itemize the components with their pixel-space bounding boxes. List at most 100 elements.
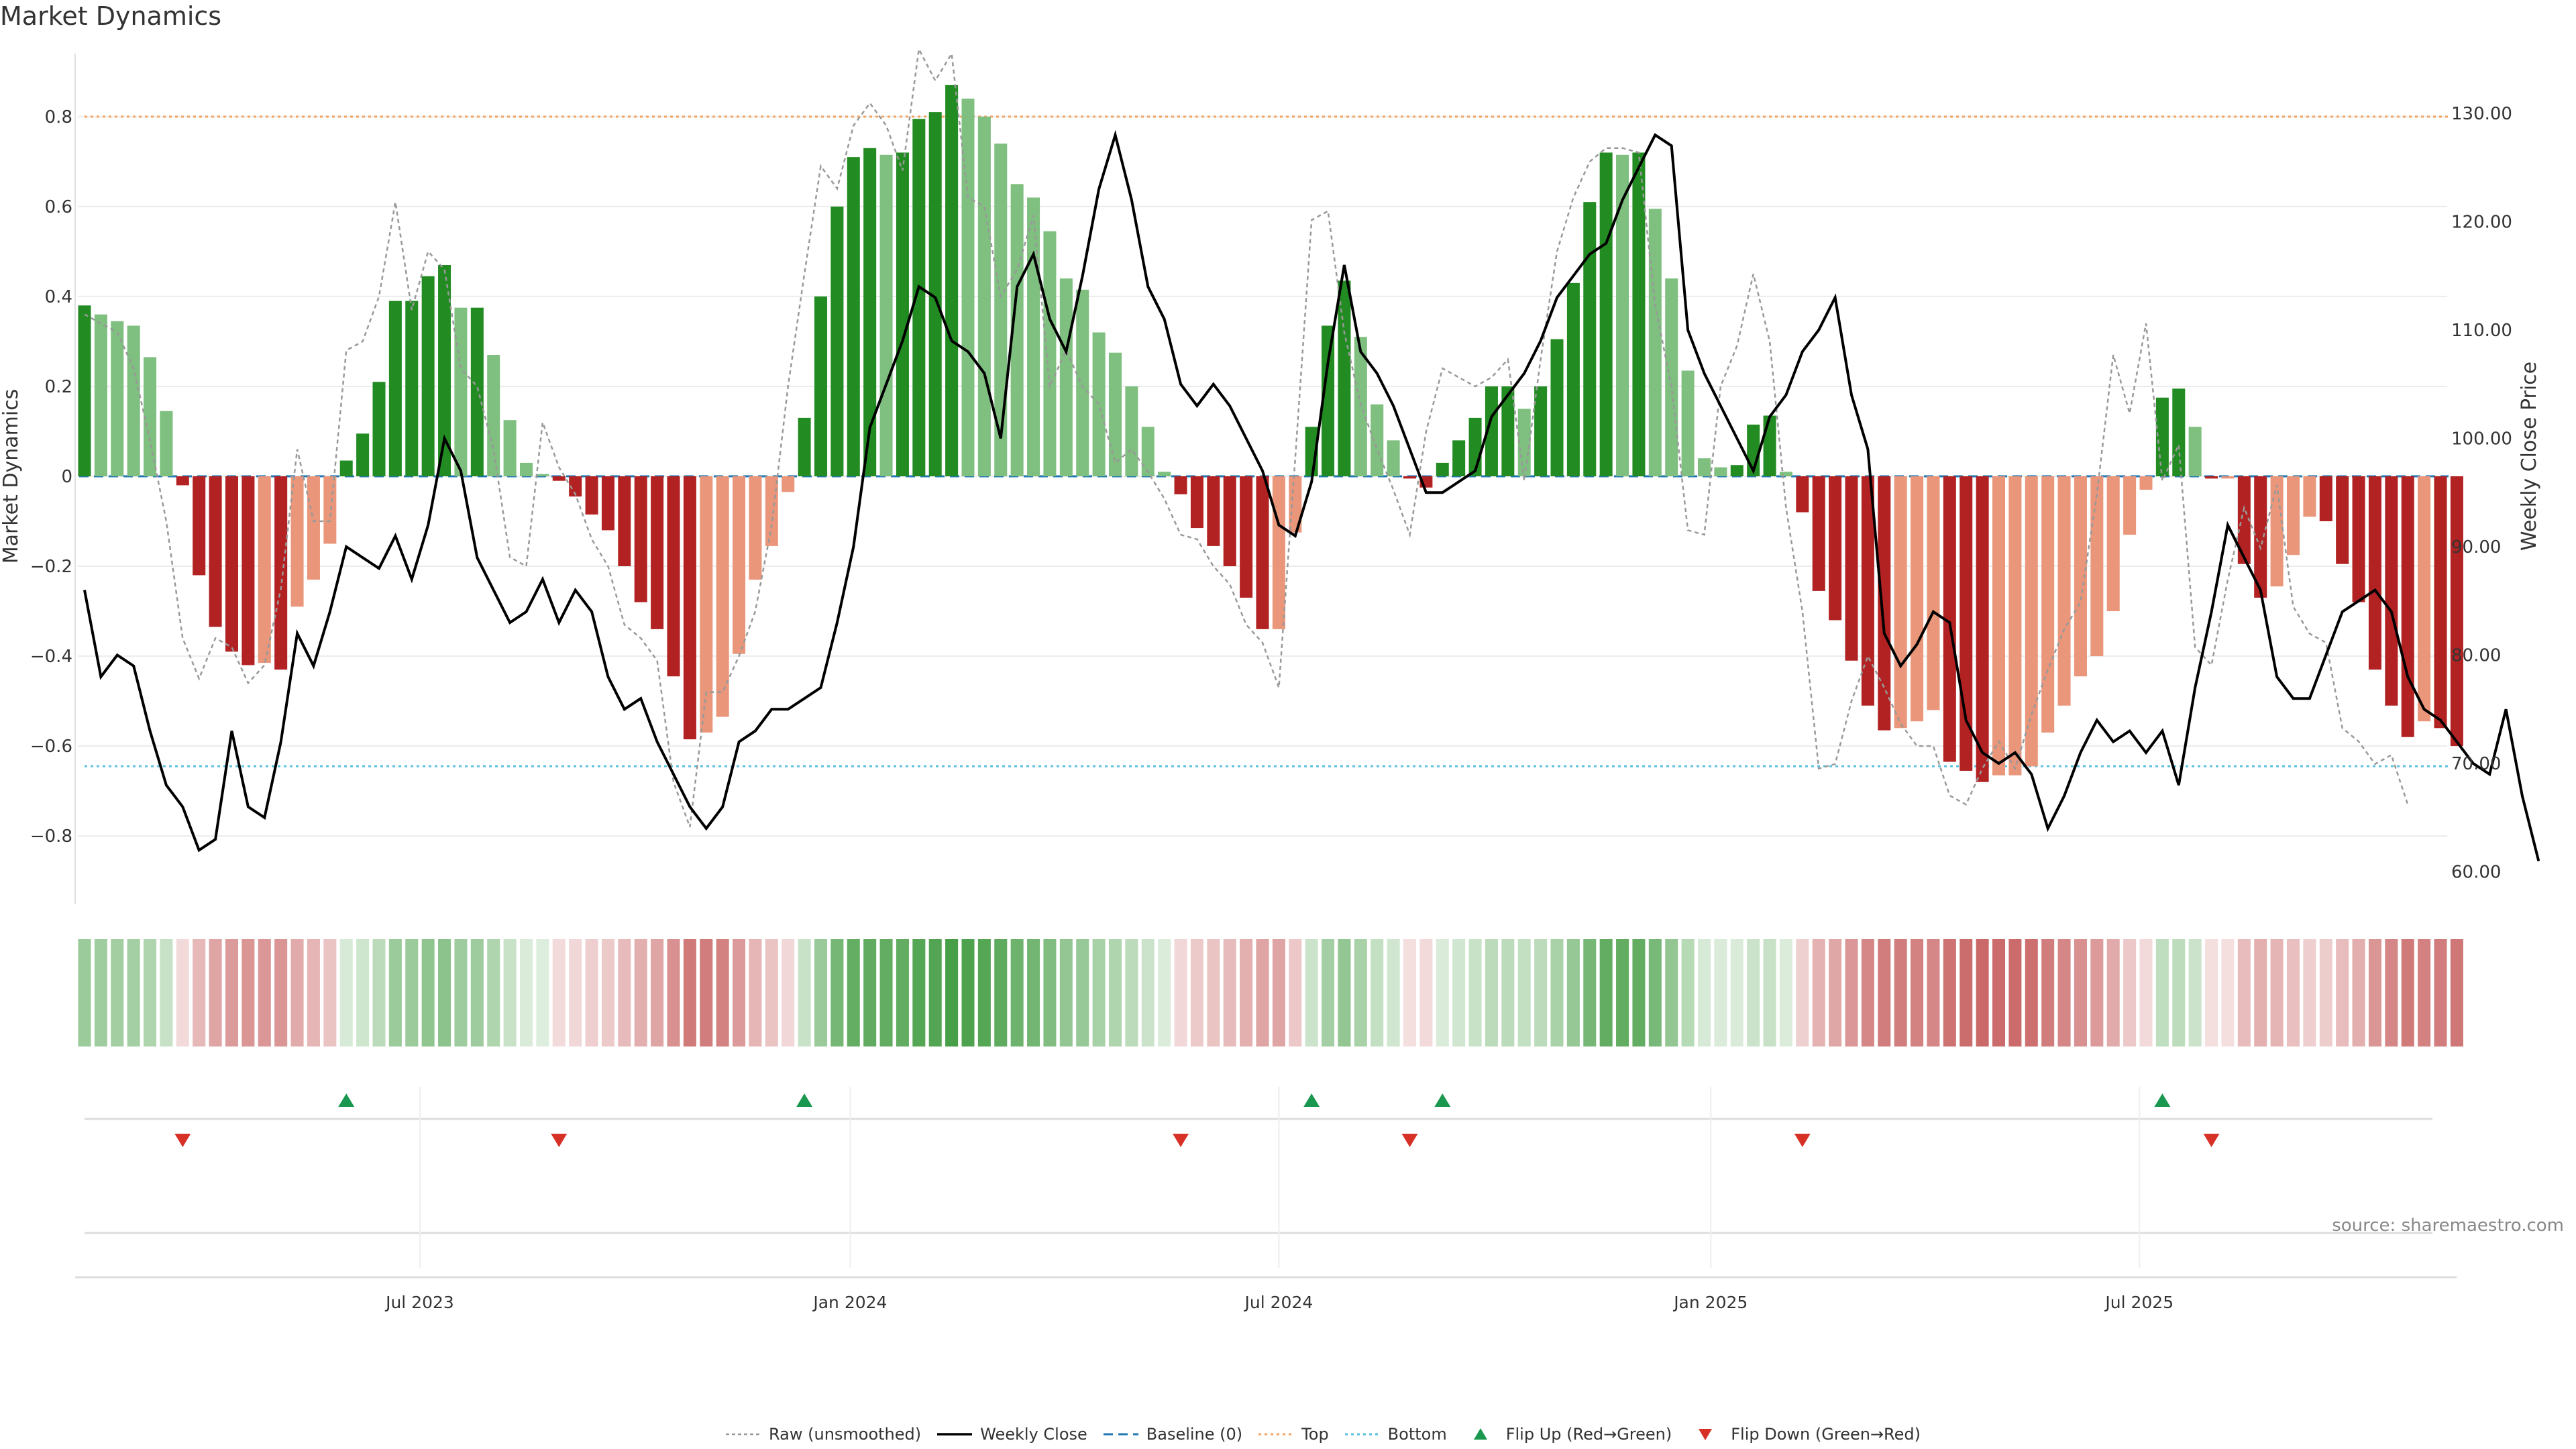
regime-cell bbox=[601, 939, 614, 1046]
regime-cell bbox=[1322, 939, 1335, 1046]
regime-cell bbox=[1812, 939, 1825, 1046]
dynamics-bar bbox=[307, 476, 320, 580]
dynamics-bar bbox=[2205, 476, 2218, 479]
regime-cell bbox=[2303, 939, 2316, 1046]
flip-down-marker bbox=[1401, 1134, 1418, 1147]
regime-cell bbox=[94, 939, 107, 1046]
dynamics-bar bbox=[847, 157, 860, 477]
dynamics-bar bbox=[1796, 476, 1809, 513]
dynamics-bar bbox=[2401, 476, 2414, 737]
regime-cell bbox=[1976, 939, 1989, 1046]
dynamics-bar bbox=[1125, 386, 1138, 476]
regime-cell bbox=[1272, 939, 1285, 1046]
regime-cell bbox=[1616, 939, 1629, 1046]
dynamics-bar bbox=[1452, 440, 1466, 476]
regime-cell bbox=[2450, 939, 2463, 1046]
regime-cell bbox=[339, 939, 353, 1046]
dynamics-bar bbox=[1894, 476, 1907, 729]
dynamics-bar bbox=[912, 119, 926, 476]
dynamics-bar bbox=[388, 301, 402, 476]
dynamics-bar bbox=[144, 357, 157, 476]
x-axis: Jul 2023 Jan 2024 Jul 2024 Jan 2025 Jul 2025 bbox=[75, 1276, 2457, 1312]
right-tick-label: 120.00 bbox=[2451, 212, 2512, 232]
flip-down-marker bbox=[2203, 1134, 2220, 1147]
regime-cell bbox=[651, 939, 664, 1046]
regime-cell bbox=[2106, 939, 2120, 1046]
regime-cell bbox=[1665, 939, 1678, 1046]
regime-cell bbox=[700, 939, 713, 1046]
regime-cell bbox=[1697, 939, 1711, 1046]
dynamics-bar bbox=[585, 476, 598, 515]
dynamics-bar bbox=[1387, 440, 1400, 476]
regime-cell bbox=[519, 939, 533, 1046]
dynamics-bar bbox=[879, 154, 893, 477]
regime-cell bbox=[2401, 939, 2414, 1046]
regime-cell bbox=[372, 939, 386, 1046]
flip-up-marker bbox=[796, 1093, 813, 1107]
right-tick-label: 90.00 bbox=[2451, 537, 2501, 557]
dynamics-bar bbox=[2303, 476, 2316, 517]
dynamics-bar bbox=[258, 476, 271, 663]
legend-label: Top bbox=[1301, 1425, 1329, 1444]
regime-cell bbox=[1681, 939, 1695, 1046]
x-tick-label: Jan 2025 bbox=[1672, 1293, 1748, 1312]
legend: Raw (unsmoothed) Weekly Close Baseline (0)… bbox=[724, 1421, 1921, 1448]
flip-down-marker bbox=[1173, 1134, 1189, 1147]
dynamics-bar bbox=[1665, 278, 1678, 476]
dynamics-bar bbox=[716, 476, 729, 717]
regime-cell bbox=[1911, 939, 1924, 1046]
flip-up-marker bbox=[2154, 1093, 2171, 1107]
dynamics-bar bbox=[1501, 386, 1515, 476]
regime-cell bbox=[160, 939, 173, 1046]
regime-cell bbox=[847, 939, 860, 1046]
dynamics-bar bbox=[1714, 467, 1727, 476]
regime-cell bbox=[2074, 939, 2087, 1046]
dynamics-bar bbox=[274, 476, 288, 670]
regime-cell bbox=[2418, 939, 2431, 1046]
dynamics-bar bbox=[1583, 202, 1597, 476]
regime-cell bbox=[2368, 939, 2381, 1046]
regime-cell bbox=[111, 939, 124, 1046]
regime-cell bbox=[733, 939, 746, 1046]
regime-cell bbox=[1452, 939, 1466, 1046]
dynamics-bar bbox=[928, 112, 942, 476]
regime-cell bbox=[716, 939, 729, 1046]
regime-cell bbox=[896, 939, 909, 1046]
regime-cell bbox=[1174, 939, 1187, 1046]
dynamics-bar bbox=[1436, 462, 1449, 476]
regime-cell bbox=[945, 939, 959, 1046]
regime-cell bbox=[1240, 939, 1253, 1046]
dynamics-bar bbox=[798, 417, 811, 476]
right-tick-label: 110.00 bbox=[2451, 321, 2512, 341]
regime-cell bbox=[1027, 939, 1040, 1046]
regime-cell bbox=[667, 939, 680, 1046]
dynamics-bar bbox=[782, 476, 795, 492]
dynamics-bar bbox=[2041, 476, 2055, 733]
regime-cell bbox=[1059, 939, 1073, 1046]
dynamics-bar bbox=[470, 307, 484, 476]
regime-cell bbox=[1371, 939, 1384, 1046]
regime-cell bbox=[356, 939, 370, 1046]
dynamics-bar bbox=[241, 476, 255, 665]
regime-cell bbox=[1829, 939, 1842, 1046]
regime-cell bbox=[1845, 939, 1858, 1046]
dynamics-bar bbox=[945, 85, 959, 476]
top-legend-glyph bbox=[1258, 1433, 1294, 1436]
dynamics-bar bbox=[2254, 476, 2267, 598]
regime-cell bbox=[176, 939, 189, 1046]
dynamics-bar bbox=[651, 476, 664, 629]
regime-cell bbox=[1190, 939, 1203, 1046]
regime-cell bbox=[2008, 939, 2022, 1046]
legend-item-top: Top bbox=[1257, 1425, 1329, 1444]
dynamics-bar bbox=[1289, 476, 1302, 533]
regime-cell bbox=[1403, 939, 1417, 1046]
regime-cell bbox=[1779, 939, 1792, 1046]
legend-label: Bottom bbox=[1387, 1425, 1447, 1444]
dynamics-bar bbox=[111, 321, 124, 476]
dynamics-bar bbox=[339, 460, 353, 476]
dynamics-bar bbox=[1927, 476, 1940, 710]
regime-cell bbox=[290, 939, 304, 1046]
raw-legend-glyph bbox=[726, 1433, 761, 1436]
regime-cell bbox=[1517, 939, 1531, 1046]
dynamics-bar bbox=[1911, 476, 1924, 722]
